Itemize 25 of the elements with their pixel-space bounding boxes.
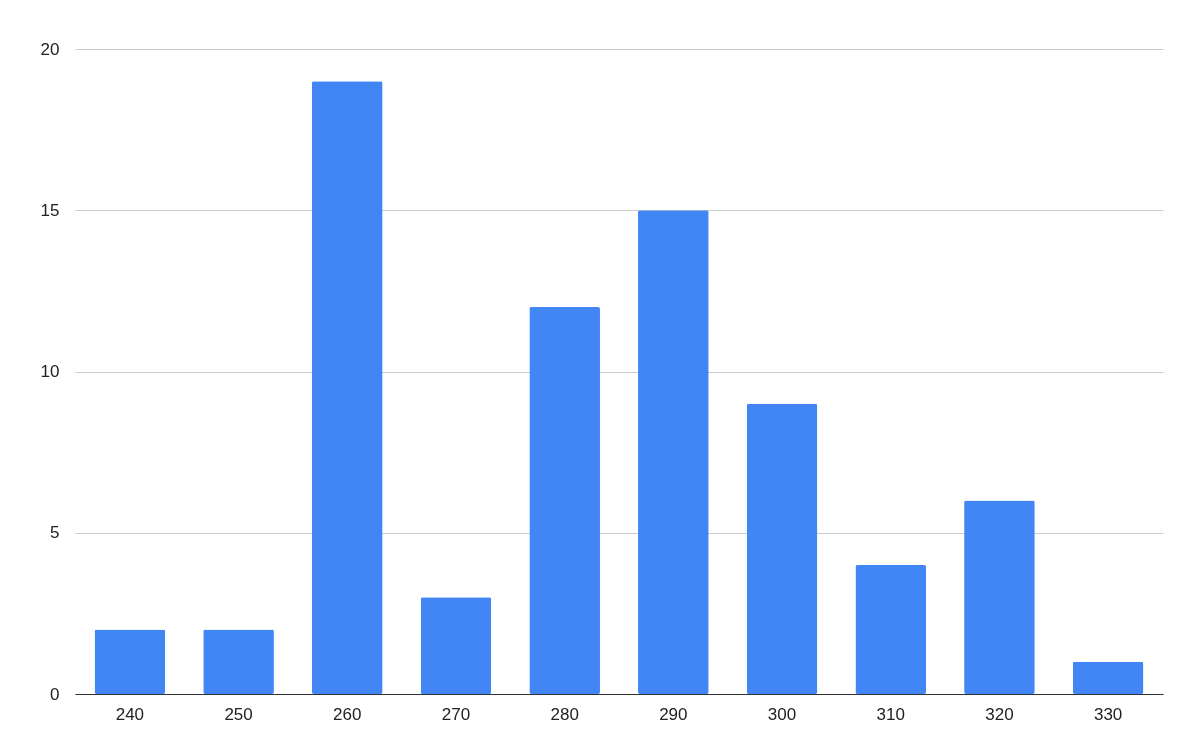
x-tick-label: 330	[1093, 704, 1123, 724]
y-tick-label: 0	[50, 684, 60, 704]
bar	[420, 597, 492, 694]
bar	[529, 307, 600, 694]
bar	[746, 403, 818, 694]
x-tick-label: 270	[441, 704, 471, 724]
x-tick-label: 300	[767, 704, 797, 724]
x-tick-label: 280	[550, 704, 579, 724]
x-tick-label: 260	[333, 704, 362, 724]
x-tick-label: 240	[115, 704, 145, 724]
y-tick-label: 20	[40, 39, 60, 59]
x-tick-label: 320	[985, 704, 1014, 724]
x-tick-label: 290	[659, 704, 688, 724]
bar	[311, 81, 383, 694]
y-tick-label: 10	[40, 362, 60, 381]
bar	[1072, 661, 1144, 694]
bar	[964, 500, 1035, 694]
x-tick-label: 250	[224, 704, 253, 724]
bar	[638, 210, 709, 694]
y-tick-label: 5	[50, 523, 60, 543]
bar	[94, 629, 166, 694]
x-tick-label: 310	[876, 704, 905, 724]
bar	[203, 629, 274, 694]
y-tick-label: 15	[40, 200, 60, 220]
bar	[855, 565, 927, 694]
